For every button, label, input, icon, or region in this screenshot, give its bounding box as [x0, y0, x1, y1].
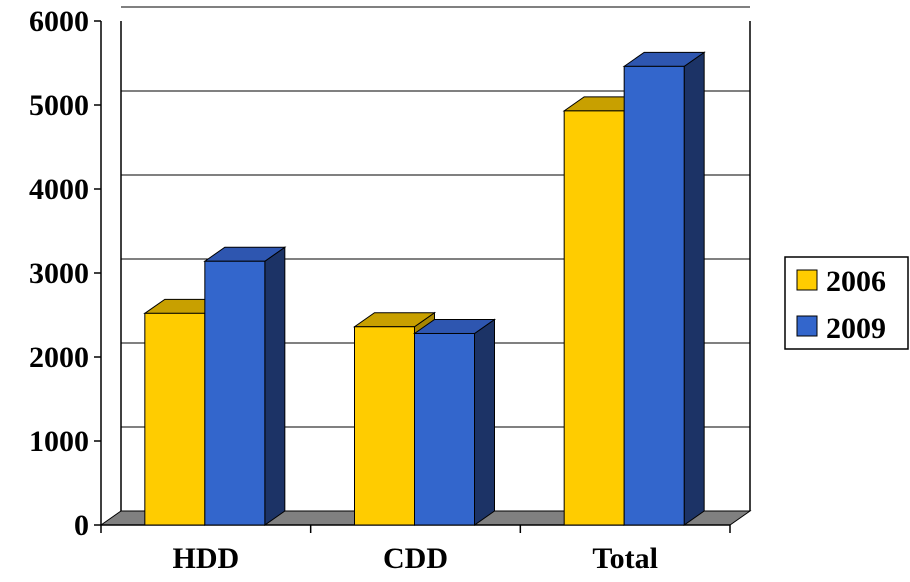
y-tick-label: 5000	[29, 89, 89, 122]
y-tick-label: 0	[74, 509, 89, 542]
bar-front-face	[354, 326, 415, 526]
bar-front-face	[144, 312, 206, 526]
bar-cdd-2009	[412, 318, 497, 526]
y-tick-label: 6000	[29, 5, 89, 38]
legend-label-2006: 2006	[826, 265, 886, 298]
x-category-label-cdd: CDD	[383, 542, 448, 575]
y-tick-label: 1000	[29, 425, 89, 458]
x-axis-category-labels: HDD CDD Total	[172, 542, 657, 575]
bar-front-face	[204, 260, 266, 526]
x-category-label-total: Total	[592, 542, 658, 575]
legend: 2006 2009	[784, 256, 909, 350]
bar-side-face	[683, 51, 705, 526]
bar-total-2009	[622, 51, 706, 526]
y-tick-label: 3000	[29, 257, 89, 290]
chart-bars	[143, 51, 706, 526]
x-category-label-hdd: HDD	[172, 542, 239, 575]
y-tick-label: 2000	[29, 341, 89, 374]
bar-side-face	[474, 318, 495, 526]
legend-swatch-2009	[796, 315, 818, 337]
bar-hdd-2009	[203, 246, 287, 526]
y-tick-label: 4000	[29, 173, 89, 206]
legend-label-2009: 2009	[826, 312, 886, 345]
bar-front-face	[563, 110, 625, 526]
y-axis-tick-labels: 0 1000 2000 3000 4000 5000 6000	[29, 5, 89, 542]
bar-side-face	[264, 246, 286, 526]
bar-front-face	[623, 65, 685, 526]
bar-front-face	[414, 332, 475, 526]
legend-swatch-2006	[796, 269, 818, 291]
